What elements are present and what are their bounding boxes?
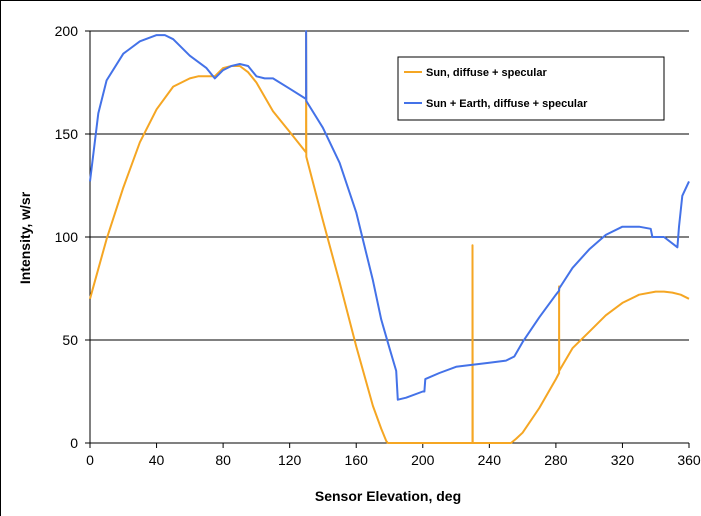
y-tick-labels: 0 50 100 150 200 bbox=[55, 23, 79, 451]
x-tick-label-200: 200 bbox=[411, 452, 435, 468]
x-tick-label-360: 360 bbox=[677, 452, 701, 468]
y-axis-title: Intensity, w/sr bbox=[17, 191, 33, 284]
legend-box bbox=[397, 56, 665, 121]
y-tick-label-100: 100 bbox=[55, 229, 79, 245]
legend-label-sun-earth: Sun + Earth, diffuse + specular bbox=[426, 98, 588, 110]
x-tick-label-120: 120 bbox=[278, 452, 302, 468]
legend: Sun, diffuse + specular Sun + Earth, dif… bbox=[397, 56, 665, 121]
grid-lines bbox=[90, 30, 689, 341]
series-line-0 bbox=[89, 30, 690, 444]
x-tick-label-280: 280 bbox=[544, 452, 568, 468]
x-tick-label-160: 160 bbox=[345, 452, 369, 468]
x-tick-label-0: 0 bbox=[86, 452, 94, 468]
x-tick-label-40: 40 bbox=[149, 452, 165, 468]
x-tick-label-320: 320 bbox=[611, 452, 635, 468]
x-tick-label-240: 240 bbox=[478, 452, 502, 468]
y-tick-label-200: 200 bbox=[55, 23, 79, 39]
x-tick-labels: 0 40 80 120 160 200 240 280 320 360 bbox=[86, 452, 701, 468]
y-tick-label-50: 50 bbox=[62, 332, 78, 348]
series-lines bbox=[89, 30, 690, 444]
x-axis-title: Sensor Elevation, deg bbox=[315, 488, 461, 504]
legend-label-sun: Sun, diffuse + specular bbox=[426, 67, 547, 79]
x-tick-label-80: 80 bbox=[215, 452, 231, 468]
y-tick-label-0: 0 bbox=[70, 435, 78, 451]
y-tick-label-150: 150 bbox=[55, 126, 79, 142]
series-line-1 bbox=[89, 30, 690, 401]
